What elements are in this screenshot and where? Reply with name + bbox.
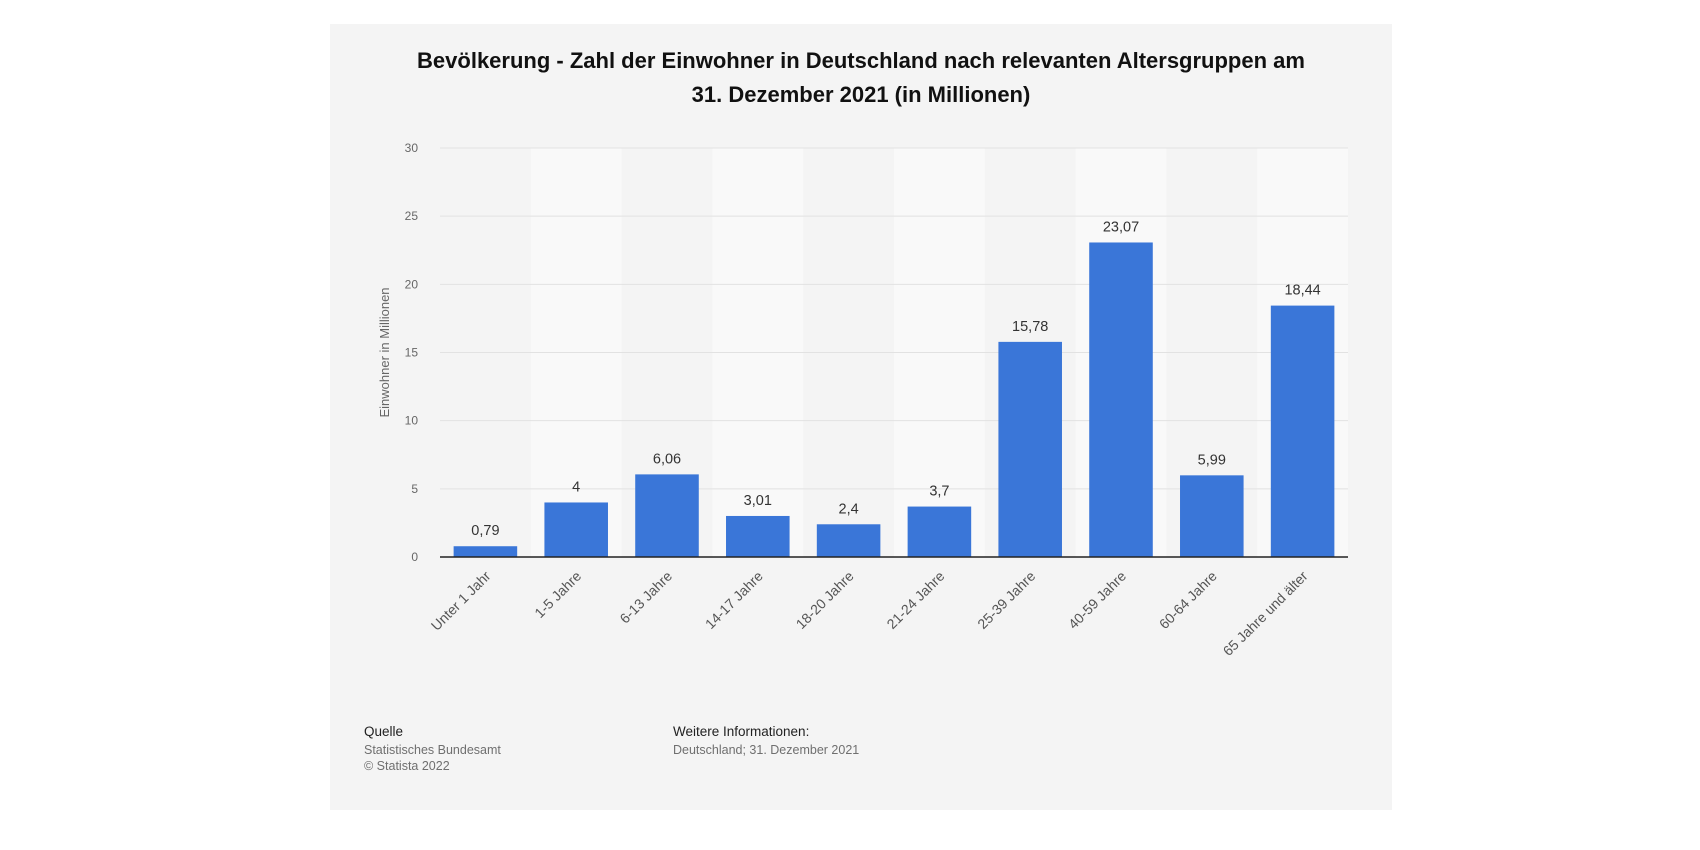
source-line-2: © Statista 2022 [364,759,450,773]
y-tick-label: 15 [405,346,419,360]
info-heading: Weitere Informationen: [673,724,810,739]
chart-card [330,24,1392,810]
category-label: 6-13 Jahre [616,568,675,627]
source-heading: Quelle [364,724,404,739]
category-label: Unter 1 Jahr [428,568,494,634]
bar [907,506,972,557]
y-tick-label: 10 [405,414,419,428]
value-label: 15,78 [1012,319,1048,335]
value-label: 3,01 [744,493,772,509]
category-label: 60-64 Jahre [1156,568,1220,632]
value-label: 2,4 [839,501,859,517]
value-label: 23,07 [1103,219,1139,235]
value-label: 18,44 [1284,283,1320,299]
bar [1180,475,1244,557]
category-label: 14-17 Jahre [702,568,766,632]
value-label: 6,06 [653,451,681,467]
source-block: Quelle Statistisches Bundesamt © Statist… [364,724,501,774]
y-tick-label: 5 [411,482,418,496]
chart-title: Bevölkerung - Zahl der Einwohner in Deut… [330,44,1392,112]
value-label: 4 [572,479,580,495]
category-label: 25-39 Jahre [974,568,1038,632]
y-tick-label: 30 [405,141,419,155]
bar [816,524,881,557]
category-label: 65 Jahre und älter [1220,568,1311,659]
category-label: 21-24 Jahre [883,568,947,632]
info-block: Weitere Informationen: Deutschland; 31. … [673,724,859,758]
category-label: 40-59 Jahre [1065,568,1129,632]
value-label: 3,7 [929,484,949,500]
y-axis-label: Einwohner in Millionen [377,287,392,417]
chart-title-line-2: 31. Dezember 2021 (in Millionen) [691,82,1031,107]
source-line-1: Statistisches Bundesamt [364,743,501,757]
value-label: 0,79 [471,523,499,539]
bar [635,474,699,557]
y-tick-label: 0 [411,550,418,564]
info-line-1: Deutschland; 31. Dezember 2021 [673,743,860,757]
bar [998,341,1062,557]
bar [1270,305,1335,557]
chart-title-line-1: Bevölkerung - Zahl der Einwohner in Deut… [417,48,1305,73]
bar [453,546,518,557]
category-label: 18-20 Jahre [793,568,857,632]
bar [544,502,608,557]
bar [1089,242,1153,557]
category-label: 1-5 Jahre [531,568,584,621]
bar [726,515,790,557]
y-tick-label: 20 [405,277,419,291]
y-tick-label: 25 [405,209,419,223]
value-label: 5,99 [1198,452,1226,468]
